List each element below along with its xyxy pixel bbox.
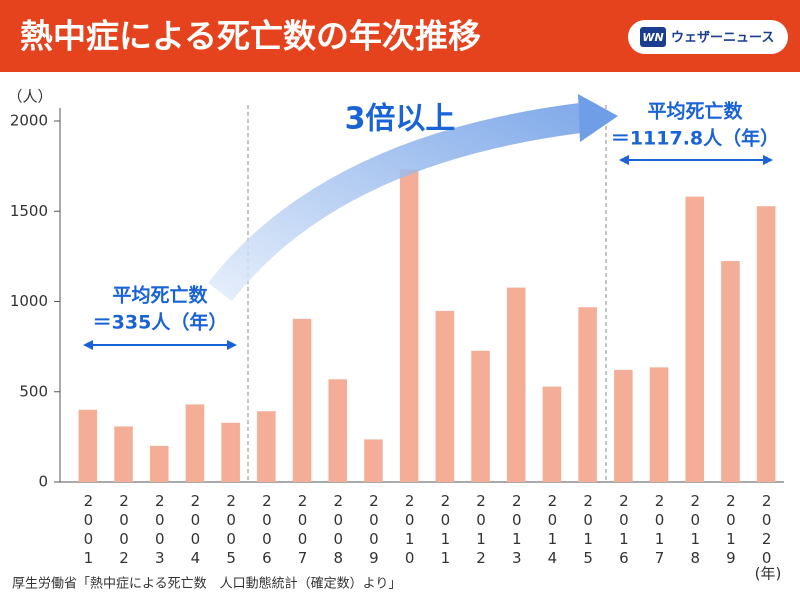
x-tick-label: 2016 <box>615 492 633 568</box>
x-tick-label: 2020 <box>758 492 776 568</box>
bar <box>78 409 98 482</box>
x-tick-label: 2002 <box>115 492 133 568</box>
bar <box>506 287 526 482</box>
logo-box <box>628 20 788 54</box>
annotation: 平均死亡数 <box>112 284 208 307</box>
bar <box>721 261 740 482</box>
trend-arrow-head <box>578 94 618 142</box>
bar <box>756 206 776 483</box>
x-tick-label: 2012 <box>472 492 490 568</box>
bar <box>399 169 419 482</box>
x-tick-label: 2014 <box>543 492 561 568</box>
bar <box>649 367 669 482</box>
chart-title: 熱中症による死亡数の年次推移 <box>20 17 481 56</box>
x-tick-label: 2004 <box>186 492 204 568</box>
x-tick-label: 2003 <box>151 492 169 568</box>
annotation: ＝335人（年） <box>93 311 228 334</box>
x-tick-label: 2019 <box>722 492 740 568</box>
x-tick-label: 2018 <box>686 492 704 568</box>
bar <box>364 439 383 482</box>
x-tick-label: 2008 <box>329 492 347 568</box>
bar <box>221 422 240 482</box>
annotation: ＝1117.8人（年） <box>611 127 779 150</box>
trend-arrow <box>208 103 582 302</box>
source: 厚生労働省「熱中症による死亡数 人口動態統計（確定数）より」 <box>12 576 401 592</box>
bar <box>149 445 169 482</box>
x-tick-label: 2015 <box>579 492 597 568</box>
y-tick-label: 0 <box>38 473 48 491</box>
x-tick-label: 2007 <box>294 492 312 568</box>
bar <box>614 369 633 482</box>
logo-icon <box>640 27 666 47</box>
x-tick-label: 2013 <box>508 492 526 568</box>
bar <box>257 411 276 482</box>
y-tick-label: 2000 <box>10 112 48 130</box>
annotation: 3倍以上 <box>345 102 456 137</box>
y-tick-label: 1500 <box>10 202 48 220</box>
y-axis-label: （人） <box>7 88 52 106</box>
x-tick-label: 2017 <box>651 492 669 568</box>
bar <box>471 350 490 482</box>
logo-mark: WN <box>642 31 663 44</box>
bar <box>292 318 312 482</box>
x-tick-label: 2001 <box>79 492 97 568</box>
bar <box>685 196 705 482</box>
bar <box>435 310 455 482</box>
x-tick-label: 2005 <box>222 492 240 568</box>
bar <box>185 404 205 482</box>
bar <box>542 386 562 482</box>
y-tick-label: 1000 <box>10 292 48 310</box>
logo-text: ウェザーニュース <box>671 31 774 46</box>
x-axis-label: (年) <box>755 565 782 583</box>
annotation: 平均死亡数 <box>647 100 743 123</box>
x-tick-label: 2011 <box>436 492 454 568</box>
x-tick-label: 2010 <box>401 492 419 568</box>
y-tick-label: 500 <box>19 382 48 400</box>
bar <box>328 379 348 482</box>
x-tick-label: 2009 <box>365 492 383 568</box>
bar <box>114 426 133 482</box>
x-tick-label: 2006 <box>258 492 276 568</box>
bar <box>578 307 597 482</box>
